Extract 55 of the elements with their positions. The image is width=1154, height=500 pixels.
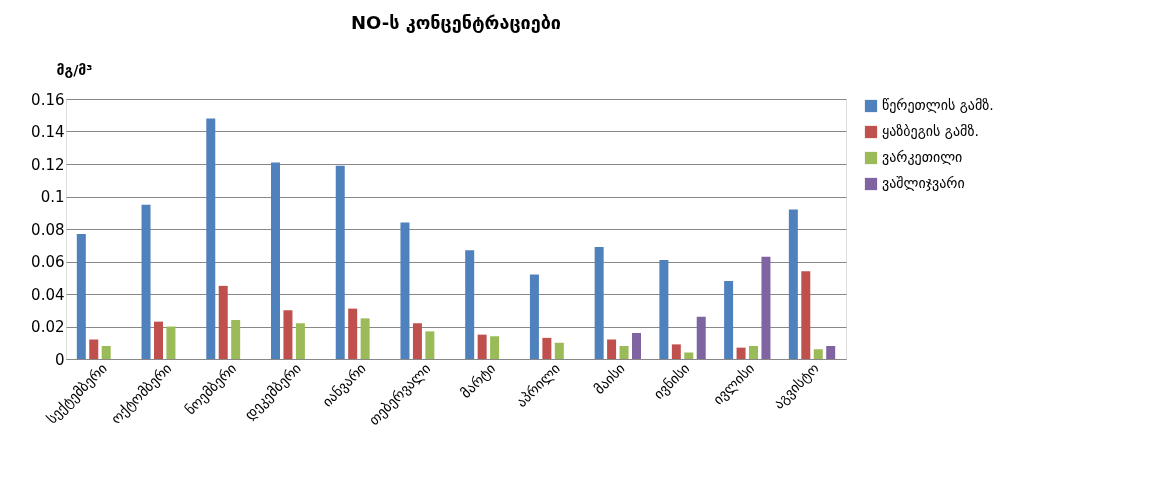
- bar: [529, 274, 539, 359]
- y-tick-label: 0.16: [31, 90, 65, 109]
- bar: [295, 323, 305, 359]
- legend-label: ყაზბეგის გამზ.: [882, 123, 979, 139]
- y-tick-label: 0.02: [31, 318, 65, 336]
- bar: [101, 346, 111, 359]
- y-tick-label: 0.06: [31, 253, 65, 271]
- bar: [632, 333, 641, 359]
- bar: [477, 334, 487, 359]
- bar: [684, 352, 694, 359]
- bar: [724, 281, 734, 359]
- y-tick-label: 0.08: [31, 220, 65, 239]
- bar: [761, 256, 771, 359]
- y-tick-label: 0.12: [31, 155, 65, 174]
- y-tick-label: 0.04: [31, 285, 65, 304]
- bar: [412, 323, 422, 359]
- bar: [153, 321, 163, 359]
- bar: [76, 233, 86, 359]
- bar: [594, 246, 604, 359]
- bar: [813, 349, 823, 359]
- chart-title: NO-ს კონცენტრაციები: [351, 12, 561, 33]
- y-axis-title: მგ/მ³: [56, 61, 93, 78]
- bar: [696, 316, 706, 359]
- legend-label: ვაშლიჯვარი: [882, 175, 965, 191]
- bar: [283, 310, 293, 359]
- y-tick-label: 0.14: [31, 123, 65, 141]
- bar: [465, 250, 475, 359]
- bar: [231, 320, 241, 359]
- bar: [554, 342, 564, 359]
- bar: [736, 347, 746, 359]
- bar: [801, 271, 811, 359]
- bar: [490, 336, 500, 359]
- y-tick-label: 0: [54, 350, 65, 369]
- bar: [141, 204, 151, 359]
- bar: [619, 346, 629, 359]
- bar: [826, 346, 836, 359]
- bar: [542, 337, 552, 359]
- bar: [206, 118, 216, 359]
- y-tick-label: 0.1: [40, 188, 65, 206]
- legend-label: წერეთლის გამზ.: [882, 97, 994, 113]
- bar: [89, 339, 99, 359]
- bar: [749, 346, 759, 359]
- bar: [271, 162, 280, 359]
- bar: [659, 259, 669, 359]
- bar: [671, 344, 681, 359]
- bar: [218, 285, 228, 359]
- bar: [335, 165, 345, 359]
- bar: [425, 331, 435, 359]
- bar: [607, 339, 617, 359]
- bar: [166, 326, 176, 359]
- bar: [348, 308, 358, 359]
- bar: [788, 209, 798, 359]
- legend-label: ვარკეთილი: [882, 149, 963, 165]
- bar: [360, 318, 370, 359]
- bar: [400, 222, 410, 359]
